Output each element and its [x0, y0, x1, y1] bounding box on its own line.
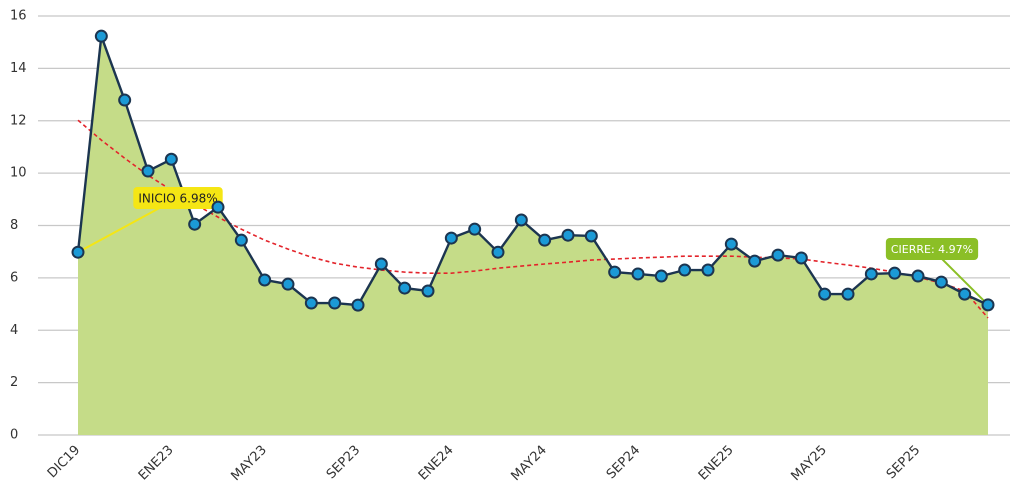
x-tick-label: ENE25 [696, 443, 737, 481]
marker [818, 287, 832, 301]
marker [141, 164, 155, 178]
marker [911, 269, 925, 283]
marker [561, 228, 575, 242]
marker [398, 281, 412, 295]
line [76, 35, 989, 307]
x-tick-label: SEP24 [604, 443, 643, 481]
y-tick-label: 2 [10, 375, 18, 390]
x-tick-label: MAY23 [229, 443, 270, 481]
marker [631, 267, 645, 281]
marker [958, 287, 972, 301]
y-tick-label: 10 [10, 166, 27, 181]
marker [421, 284, 435, 298]
marker [188, 217, 202, 231]
marker [538, 233, 552, 247]
y-tick-label: 0 [10, 428, 18, 443]
marker [118, 93, 132, 107]
marker [468, 222, 482, 236]
marker [724, 237, 738, 251]
annotation-box [133, 187, 223, 209]
marker [94, 29, 108, 43]
annotation: INICIO 6.98% [133, 187, 223, 209]
marker [678, 263, 692, 277]
annotation-text: INICIO 6.98% [138, 192, 217, 206]
marker [608, 265, 622, 279]
marker [748, 254, 762, 268]
marker [164, 152, 178, 166]
marker [888, 266, 902, 280]
marker [351, 298, 365, 312]
marker [841, 287, 855, 301]
marker [934, 275, 948, 289]
marker [771, 248, 785, 262]
marker [514, 213, 528, 227]
marker [374, 257, 388, 271]
marker [211, 200, 225, 214]
y-tick-label: 14 [10, 61, 27, 76]
y-tick-label: 4 [10, 323, 18, 338]
area [78, 36, 988, 436]
y-tick-label: 16 [10, 9, 27, 24]
marker [258, 273, 272, 287]
x-tick-label: ENE23 [136, 443, 177, 481]
marker [304, 296, 318, 310]
y-tick-label: 12 [10, 113, 27, 128]
marker [71, 245, 85, 259]
marker [864, 267, 878, 281]
x-tick-label: MAY25 [789, 443, 830, 481]
annotation-text: CIERRE: 4.97% [891, 243, 973, 256]
marker [444, 231, 458, 245]
marker [654, 269, 668, 283]
marker [328, 296, 342, 310]
marker [794, 251, 808, 265]
marker [281, 277, 295, 291]
x-tick-label: SEP23 [324, 443, 363, 481]
marker [981, 298, 995, 312]
x-tick-label: ENE24 [416, 443, 457, 481]
x-tick-label: SEP25 [884, 443, 923, 481]
x-tick-label: DIC19 [45, 443, 84, 481]
marker [584, 229, 598, 243]
y-tick-label: 6 [10, 270, 18, 285]
x-tick-label: MAY24 [509, 443, 550, 481]
marker [701, 263, 715, 277]
y-tick-label: 8 [10, 218, 18, 233]
marker [234, 233, 248, 247]
annotation-box [885, 238, 979, 260]
marker [491, 245, 505, 259]
annotation: CIERRE: 4.97% [885, 238, 979, 260]
